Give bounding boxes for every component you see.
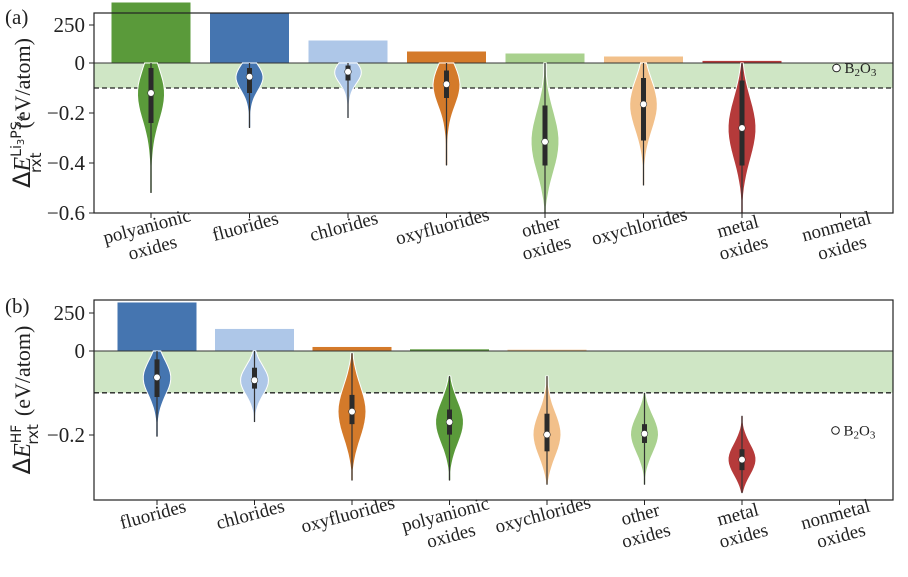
y-tick-label: −0.6 bbox=[47, 201, 85, 225]
violin-median bbox=[738, 456, 746, 464]
violin-median bbox=[245, 73, 254, 81]
category-label: fluorides bbox=[210, 208, 281, 246]
category-label: oxychlorides bbox=[493, 492, 593, 538]
y-axis-label: ΔEHFrxt(eV/atom) bbox=[8, 326, 42, 475]
panel-label: (b) bbox=[5, 294, 30, 318]
violin-median bbox=[541, 138, 549, 146]
category-label: otheroxides bbox=[514, 210, 573, 264]
stability-band bbox=[94, 351, 893, 393]
panel-a: B2O3 250 0 −0.2 −0.4 −0.6 polyanionicoxides flu… bbox=[5, 2, 894, 270]
y-tick-label: −0.4 bbox=[47, 151, 86, 175]
category-label: oxyfluorides bbox=[393, 204, 491, 249]
category-label: chlorides bbox=[214, 496, 287, 534]
violin-median bbox=[153, 373, 161, 381]
category-label: metaloxides bbox=[711, 498, 770, 552]
y-tick-label: 250 bbox=[54, 301, 86, 325]
category-label: otheroxides bbox=[614, 498, 673, 552]
count-bar bbox=[604, 56, 683, 64]
category-label: oxyfluorides bbox=[299, 492, 397, 537]
category-label: fluorides bbox=[118, 496, 189, 534]
plot-frame bbox=[93, 299, 894, 501]
violin-median bbox=[445, 418, 454, 426]
b2o3-point bbox=[831, 426, 840, 435]
count-bar bbox=[312, 346, 392, 352]
panel-b: B2O3 250 0 −0.2 fluorides chlorides oxyfluorid… bbox=[5, 294, 894, 558]
category-label: metaloxides bbox=[711, 210, 770, 264]
count-bar bbox=[117, 302, 197, 352]
b2o3-label: B2O3 bbox=[845, 61, 877, 79]
violin-iqr-box bbox=[739, 80, 745, 166]
y-tick-label: 250 bbox=[54, 13, 86, 37]
category-label: chlorides bbox=[308, 208, 381, 246]
b2o3-point bbox=[832, 63, 841, 73]
violin-median bbox=[543, 431, 551, 439]
y-tick-label: 0 bbox=[75, 51, 86, 75]
count-bar bbox=[111, 2, 191, 64]
violin-iqr-box bbox=[542, 105, 548, 166]
category-label: polyanionicoxides bbox=[399, 493, 497, 558]
y-axis-label: ΔELi3PS4rxt(eV/atom) bbox=[8, 38, 45, 188]
y-tick-label: 0 bbox=[75, 339, 86, 363]
violin-median bbox=[250, 376, 259, 384]
count-bar bbox=[308, 40, 388, 64]
count-bar bbox=[215, 328, 294, 352]
count-bar bbox=[210, 13, 289, 64]
count-bar bbox=[407, 51, 486, 64]
violin-median bbox=[344, 68, 352, 76]
violin-median bbox=[639, 100, 648, 108]
b2o3-label: B2O3 bbox=[844, 423, 876, 441]
panel-label: (a) bbox=[5, 5, 28, 29]
violin-iqr-box bbox=[641, 78, 646, 141]
category-label: nonmetaloxides bbox=[799, 496, 878, 556]
violin-median bbox=[738, 124, 746, 132]
violin-iqr-box bbox=[247, 68, 252, 93]
violin-median bbox=[640, 430, 649, 438]
category-label: nonmetaloxides bbox=[800, 208, 879, 268]
violin-median bbox=[147, 89, 155, 97]
y-tick-label: −0.2 bbox=[47, 101, 85, 125]
count-bar bbox=[505, 53, 585, 64]
category-label: oxychlorides bbox=[589, 204, 689, 250]
category-label: polyanionicoxides bbox=[101, 205, 199, 270]
y-tick-label: −0.2 bbox=[47, 423, 85, 447]
violin-median bbox=[442, 80, 451, 88]
stability-band bbox=[94, 63, 893, 88]
violin-median bbox=[348, 408, 356, 416]
